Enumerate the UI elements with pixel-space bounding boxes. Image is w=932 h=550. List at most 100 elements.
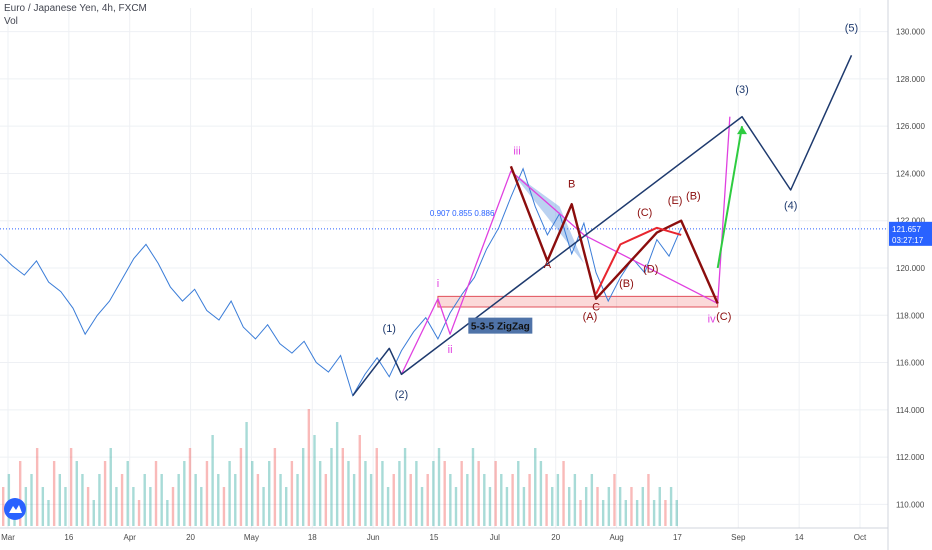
volume-bar <box>126 461 129 526</box>
wave-label: C <box>592 302 600 314</box>
volume-bar <box>251 461 254 526</box>
volume-bar <box>664 500 667 526</box>
volume-bar <box>449 474 452 526</box>
x-tick-label: 14 <box>795 533 804 542</box>
y-tick-label: 116.000 <box>896 359 925 368</box>
volume-bar <box>437 448 441 526</box>
volume-bar <box>234 474 237 526</box>
x-tick-label: 20 <box>551 533 560 542</box>
volume-bar <box>460 461 463 526</box>
volume-bar <box>471 448 475 526</box>
x-tick-label: Oct <box>854 533 867 542</box>
volume-bar <box>296 474 299 526</box>
volume-bar <box>545 474 548 526</box>
volume-bar <box>534 448 537 526</box>
volume-bar <box>285 487 288 526</box>
wave-navy <box>352 54 853 397</box>
volume-bar <box>652 500 656 526</box>
x-tick-label: Sep <box>731 533 746 542</box>
volume-bar <box>675 500 678 526</box>
volume-bar <box>613 474 616 526</box>
last-price-label: 121.657 <box>892 225 921 234</box>
volume-bar <box>47 500 50 526</box>
volume-bar <box>539 461 543 526</box>
volume-bar <box>30 474 33 526</box>
volume-bar <box>381 461 384 526</box>
wave-annotations: (1)(2)(3)(4)(5)iiiiiiiv(A)(B)(C)(C)(D)(E… <box>4 23 858 520</box>
volume-bar <box>64 487 67 526</box>
volume-bar <box>477 461 480 526</box>
x-tick-label: Aug <box>609 533 623 542</box>
volume-bar <box>166 500 169 526</box>
volume-bar <box>358 435 361 526</box>
wave-label: (1) <box>383 323 396 335</box>
pattern-fill <box>510 171 584 264</box>
volume-bar <box>658 487 661 526</box>
price-axis-bg <box>888 0 932 550</box>
wave-label: (D) <box>643 264 658 276</box>
wave-darkred <box>509 165 719 304</box>
volume-bar <box>483 474 486 526</box>
wave-label: (C) <box>637 207 652 219</box>
symbol-title: Euro / Japanese Yen, 4h, FXCM <box>4 3 147 14</box>
volume-bar <box>403 448 407 526</box>
volume-bar <box>81 474 84 526</box>
volume-bar <box>601 500 605 526</box>
x-tick-label: 17 <box>673 533 682 542</box>
volume-bar <box>375 448 378 526</box>
volume-bar <box>313 435 316 526</box>
volume-bar <box>341 448 345 526</box>
volume-bar <box>69 448 73 526</box>
y-tick-label: 120.000 <box>896 264 925 273</box>
volume-bar <box>398 461 401 526</box>
volume-bar <box>239 448 243 526</box>
volume-bar <box>41 487 45 526</box>
volume-bar <box>426 474 429 526</box>
price-line <box>0 167 682 397</box>
volume-bar <box>290 461 294 526</box>
volume-bar <box>420 487 424 526</box>
zigzag-label-text: 5-3-5 ZigZag <box>471 322 530 333</box>
wave-label: (2) <box>395 389 408 401</box>
volume-bar <box>86 487 90 526</box>
volume-bar <box>279 474 282 526</box>
volume-bar <box>188 448 192 526</box>
volume-bar <box>318 461 322 526</box>
volume-bar <box>103 461 107 526</box>
volume-bar <box>432 461 435 526</box>
volume-bar <box>335 422 339 526</box>
x-tick-label: 16 <box>64 533 73 542</box>
volume-bar <box>98 474 101 526</box>
y-tick-label: 122.000 <box>896 217 925 226</box>
volume-bar <box>92 500 95 526</box>
volume-bar <box>200 487 203 526</box>
volume-bar <box>222 487 226 526</box>
volume-bar <box>137 500 141 526</box>
volume-bar <box>500 474 503 526</box>
x-tick-label: 15 <box>430 533 439 542</box>
volume-bar <box>75 461 78 526</box>
volume-bar <box>273 448 277 526</box>
volume-label: Vol <box>4 16 18 27</box>
volume-bar <box>2 487 5 526</box>
volume-bar <box>618 487 622 526</box>
volume-bar <box>194 474 197 526</box>
volume-bar <box>551 487 554 526</box>
volume-bar <box>466 474 469 526</box>
volume-bar <box>109 448 112 526</box>
volume-bars <box>2 409 678 526</box>
volume-bar <box>669 487 673 526</box>
volume-bar <box>228 461 231 526</box>
volume-bar <box>647 474 650 526</box>
volume-bar <box>579 500 582 526</box>
volume-bar <box>18 461 22 526</box>
volume-bar <box>494 461 497 526</box>
volume-bar <box>505 487 509 526</box>
volume-bar <box>392 474 395 526</box>
volume-bar <box>205 461 209 526</box>
volume-bar <box>245 422 248 526</box>
volume-bar <box>386 487 390 526</box>
volume-bar <box>171 487 175 526</box>
elliott-wave-lines <box>352 54 853 397</box>
